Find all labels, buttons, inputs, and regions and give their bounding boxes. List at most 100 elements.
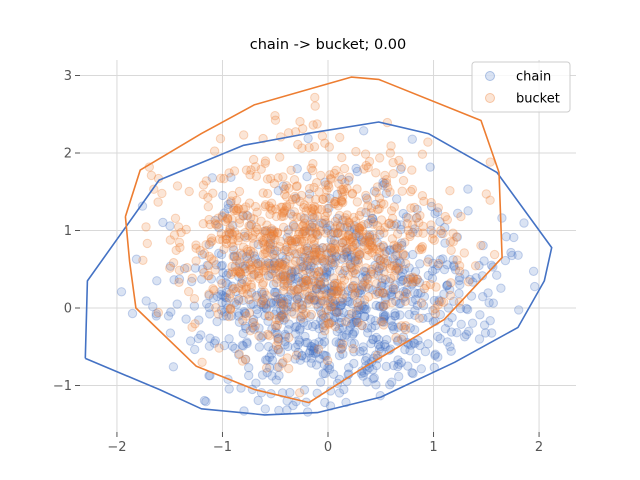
point-chain: [263, 258, 273, 268]
point-bucket: [288, 260, 298, 270]
point-chain: [334, 306, 344, 317]
point-chain: [277, 298, 287, 308]
point-bucket: [325, 318, 335, 328]
point-chain: [359, 304, 370, 314]
point-chain: [362, 323, 373, 333]
point-bucket: [283, 278, 293, 288]
point-chain: [384, 277, 394, 287]
point-chain: [386, 291, 397, 301]
point-chain: [270, 327, 280, 337]
point-chain: [433, 352, 443, 362]
point-bucket: [299, 218, 310, 228]
point-chain: [349, 221, 360, 231]
point-bucket: [337, 230, 348, 241]
point-bucket: [287, 238, 297, 248]
point-bucket: [330, 228, 340, 238]
point-bucket: [304, 143, 314, 153]
point-chain: [332, 213, 343, 224]
point-bucket: [213, 309, 224, 319]
point-chain: [325, 220, 335, 231]
point-bucket: [327, 293, 337, 303]
point-chain: [452, 232, 462, 242]
point-bucket: [250, 201, 261, 212]
point-chain: [397, 268, 408, 278]
point-chain: [368, 374, 378, 384]
point-chain: [377, 288, 388, 298]
point-chain: [355, 288, 365, 298]
point-bucket: [308, 244, 319, 254]
point-chain: [293, 347, 303, 358]
point-bucket: [310, 194, 321, 205]
point-chain: [355, 346, 365, 357]
point-chain: [391, 219, 402, 229]
point-bucket: [301, 241, 311, 251]
point-bucket: [485, 195, 495, 205]
point-bucket: [301, 265, 311, 275]
point-chain: [380, 295, 390, 305]
point-chain: [205, 309, 215, 319]
point-bucket: [208, 284, 218, 294]
point-bucket: [351, 146, 361, 157]
point-bucket: [406, 186, 416, 197]
point-chain: [380, 342, 390, 352]
point-bucket: [371, 168, 381, 178]
point-bucket: [307, 222, 317, 232]
point-bucket: [350, 288, 360, 298]
point-chain: [334, 317, 345, 328]
point-bucket: [301, 206, 311, 216]
point-bucket: [234, 349, 244, 359]
point-chain: [259, 293, 269, 304]
point-bucket: [330, 239, 340, 249]
point-bucket: [235, 267, 245, 277]
point-bucket: [231, 255, 242, 266]
point-chain: [219, 340, 230, 351]
point-chain: [409, 338, 419, 348]
point-chain: [311, 255, 321, 265]
point-chain: [395, 310, 405, 320]
point-chain: [270, 287, 281, 298]
hull-bucket: [124, 76, 503, 404]
point-bucket: [258, 265, 268, 276]
point-bucket: [307, 275, 317, 285]
point-bucket: [277, 259, 287, 269]
point-bucket: [304, 251, 315, 261]
point-chain: [312, 271, 323, 281]
point-bucket: [260, 156, 271, 166]
point-bucket: [141, 222, 151, 232]
point-bucket: [219, 174, 229, 184]
point-chain: [355, 295, 365, 306]
point-bucket: [279, 281, 289, 291]
point-chain: [223, 303, 233, 313]
y-tick-label: 2: [64, 147, 72, 162]
point-bucket: [446, 245, 456, 256]
point-bucket: [257, 295, 268, 306]
hull-chain: [84, 121, 553, 416]
point-bucket: [376, 215, 387, 225]
point-bucket: [366, 203, 377, 213]
point-bucket: [300, 215, 310, 225]
point-chain: [368, 285, 378, 295]
point-bucket: [211, 220, 222, 230]
point-chain: [285, 275, 296, 286]
point-chain: [217, 212, 228, 222]
point-chain: [403, 361, 413, 371]
point-chain: [290, 354, 300, 364]
point-bucket: [247, 233, 258, 243]
point-bucket: [337, 187, 347, 197]
point-bucket: [322, 203, 333, 214]
point-chain: [181, 314, 191, 324]
point-chain: [350, 256, 360, 266]
point-bucket: [229, 166, 240, 176]
point-bucket: [277, 310, 287, 320]
point-bucket: [270, 111, 280, 121]
point-chain: [235, 259, 245, 269]
point-chain: [336, 286, 346, 296]
point-chain: [267, 226, 277, 236]
point-bucket: [299, 202, 309, 213]
point-bucket: [198, 219, 209, 229]
point-chain: [347, 299, 357, 309]
point-bucket: [346, 262, 356, 272]
point-bucket: [281, 305, 291, 315]
point-chain: [392, 250, 402, 260]
point-chain: [320, 368, 330, 379]
